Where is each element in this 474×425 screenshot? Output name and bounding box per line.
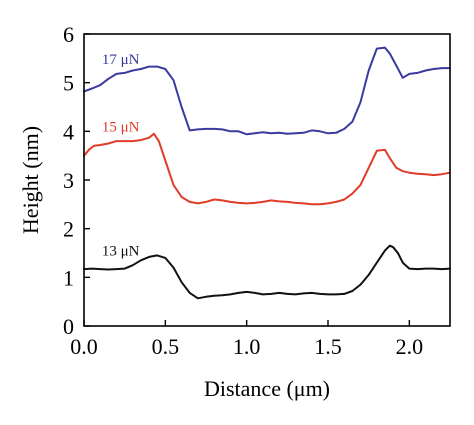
- x-tick-label: 0.5: [152, 334, 180, 359]
- x-tick-label: 0.0: [70, 334, 98, 359]
- ticks-layer: 0.0 0.5 1.0 1.5 2.0 0 1 2 3 4 5 6: [63, 22, 423, 359]
- series-label: 13 μN: [102, 243, 140, 259]
- x-tick-label: 2.0: [396, 334, 424, 359]
- x-tick-label: 1.0: [233, 334, 261, 359]
- series-label: 17 μN: [102, 52, 140, 68]
- x-tick-label: 1.5: [314, 334, 342, 359]
- y-tick-label: 6: [63, 22, 74, 47]
- series-line: [83, 46, 451, 136]
- y-tick-label: 5: [63, 71, 74, 96]
- y-tick-label: 0: [63, 314, 74, 339]
- series-line: [83, 132, 451, 206]
- y-axis-label: Height (nm): [18, 126, 43, 234]
- series-label: 15 μN: [102, 119, 140, 135]
- series-line: [83, 244, 451, 300]
- x-axis-label: Distance (μm): [204, 376, 330, 401]
- y-tick-label: 1: [63, 265, 74, 290]
- series-layer: 17 μN 15 μN 13 μN: [83, 46, 451, 300]
- y-tick-label: 2: [63, 217, 74, 242]
- y-tick-label: 3: [63, 168, 74, 193]
- plot-frame: [83, 33, 451, 327]
- y-tick-label: 4: [63, 119, 74, 144]
